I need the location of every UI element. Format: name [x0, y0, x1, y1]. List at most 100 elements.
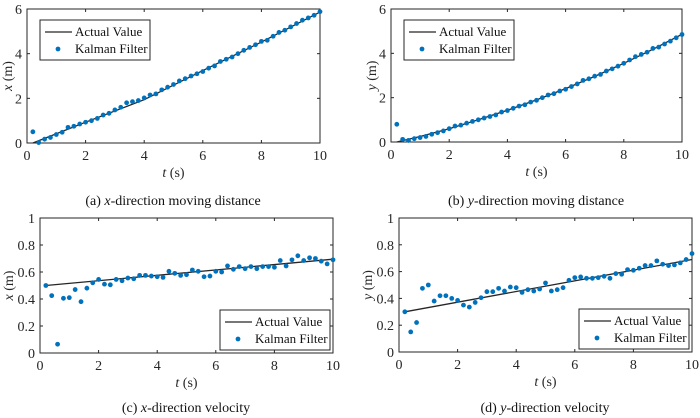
kalman-filter-point — [592, 73, 598, 79]
kalman-filter-point — [165, 84, 171, 90]
kalman-filter-point — [260, 264, 266, 269]
kalman-filter-point — [586, 76, 592, 82]
legend: Actual Value Kalman Filter — [403, 19, 515, 61]
kalman-filter-point — [560, 285, 566, 291]
kalman-filter-point — [548, 288, 554, 294]
kalman-filter-point — [510, 105, 516, 111]
kalman-filter-point — [400, 136, 406, 142]
y-tick-label: 2 — [15, 92, 22, 107]
kalman-filter-point — [235, 51, 241, 57]
kalman-filter-point — [159, 87, 165, 93]
kalman-filter-point — [537, 286, 543, 292]
kalman-filter-point — [189, 267, 195, 273]
kalman-filter-point — [631, 267, 636, 273]
kalman-filter-point — [49, 293, 55, 299]
x-tick-label: 6 — [212, 359, 219, 374]
kalman-filter-point — [603, 68, 609, 74]
caption-rest: -direction velocity — [507, 401, 610, 416]
kalman-filter-point — [429, 131, 435, 137]
kalman-filter-point — [295, 253, 301, 259]
kalman-filter-point — [677, 260, 683, 266]
kalman-filter-point — [229, 54, 235, 60]
kalman-filter-point — [59, 129, 65, 135]
kalman-filter-point — [61, 295, 66, 301]
kalman-filter-point — [642, 263, 648, 268]
kalman-filter-point — [522, 102, 528, 108]
kalman-filter-point — [223, 56, 229, 62]
plot-area-frame — [398, 217, 693, 353]
x-tick-label: 4 — [513, 358, 520, 373]
kalman-filter-point — [683, 257, 689, 262]
kalman-filter-point — [466, 304, 472, 310]
kalman-filter-point — [673, 35, 679, 41]
x-tick-label: 2 — [82, 149, 89, 164]
kalman-filter-point — [153, 91, 159, 97]
x-tick-label: 0 — [396, 358, 403, 373]
subfigure-caption: (d) y-direction velocity — [480, 401, 609, 416]
x-tick-label: 6 — [562, 148, 569, 163]
kalman-filter-point — [528, 99, 534, 105]
y-axis-label-unit: (m) — [361, 270, 376, 294]
plot-area-frame — [39, 217, 334, 354]
kalman-filter-point — [644, 49, 650, 55]
kalman-filter-point — [650, 46, 656, 51]
kalman-filter-point — [313, 256, 318, 261]
kalman-filter-point — [443, 293, 449, 299]
legend-entry-kalman: Kalman Filter — [255, 331, 328, 346]
caption-prefix: (b) — [448, 194, 468, 209]
kalman-filter-point — [551, 91, 557, 97]
y-axis-label-var: x — [2, 293, 17, 301]
kalman-filter-point — [545, 92, 551, 98]
kalman-filter-point — [493, 112, 499, 118]
y-tick-label: 1 — [387, 212, 394, 227]
y-axis-label: x (m) — [1, 61, 16, 92]
y-tick-label: 4 — [379, 47, 386, 62]
kalman-filter-point — [254, 266, 260, 272]
kalman-filter-point — [225, 263, 230, 269]
kalman-filter-point — [242, 266, 248, 272]
kalman-filter-point — [502, 288, 507, 294]
y-axis-label: y (m) — [365, 60, 380, 92]
kalman-filter-point — [446, 126, 452, 132]
kalman-filter-point — [572, 275, 578, 281]
y-tick-label: 1 — [28, 212, 35, 227]
legend-marker-swatch — [55, 46, 61, 52]
kalman-filter-point — [65, 124, 71, 130]
x-tick-label: 4 — [141, 149, 148, 164]
legend: Actual Value Kalman Filter — [578, 308, 690, 350]
kalman-filter-point — [470, 118, 475, 124]
kalman-filter-point — [525, 287, 531, 293]
kalman-filter-point — [36, 140, 42, 145]
kalman-filter-point — [141, 95, 147, 101]
kalman-filter-point — [505, 108, 510, 113]
kalman-filter-point — [300, 17, 305, 23]
kalman-filter-point — [417, 135, 423, 140]
kalman-filter-point — [247, 45, 253, 50]
kalman-filter-point — [656, 44, 662, 50]
kalman-filter-point — [166, 268, 172, 274]
kalman-filter-point — [89, 118, 94, 124]
kalman-filter-point — [402, 309, 408, 315]
caption-rest: -direction moving distance — [474, 194, 624, 209]
x-tick-label: 8 — [271, 359, 278, 374]
kalman-filter-point — [464, 120, 470, 126]
y-tick-label: 0.4 — [377, 292, 395, 307]
x-tick-label: 6 — [199, 149, 206, 164]
y-axis-label-unit: (m) — [2, 270, 17, 294]
y-axis-label-var: x — [1, 84, 16, 92]
kalman-filter-point — [283, 263, 289, 269]
kalman-filter-point — [143, 272, 148, 278]
subfigure-caption: (b) y-direction moving distance — [448, 194, 624, 209]
kalman-filter-point — [574, 81, 580, 87]
kalman-filter-point — [176, 78, 182, 84]
kalman-filter-point — [423, 134, 429, 139]
kalman-filter-point — [595, 275, 601, 281]
kalman-filter-point — [119, 278, 125, 284]
kalman-filter-point — [543, 280, 548, 286]
actual-value-line — [404, 258, 693, 313]
kalman-filter-point — [107, 282, 113, 288]
y-axis-label: y (m) — [361, 270, 376, 302]
kalman-filter-point — [481, 115, 487, 121]
kalman-filter-point — [71, 123, 77, 129]
kalman-filter-point — [414, 320, 419, 325]
